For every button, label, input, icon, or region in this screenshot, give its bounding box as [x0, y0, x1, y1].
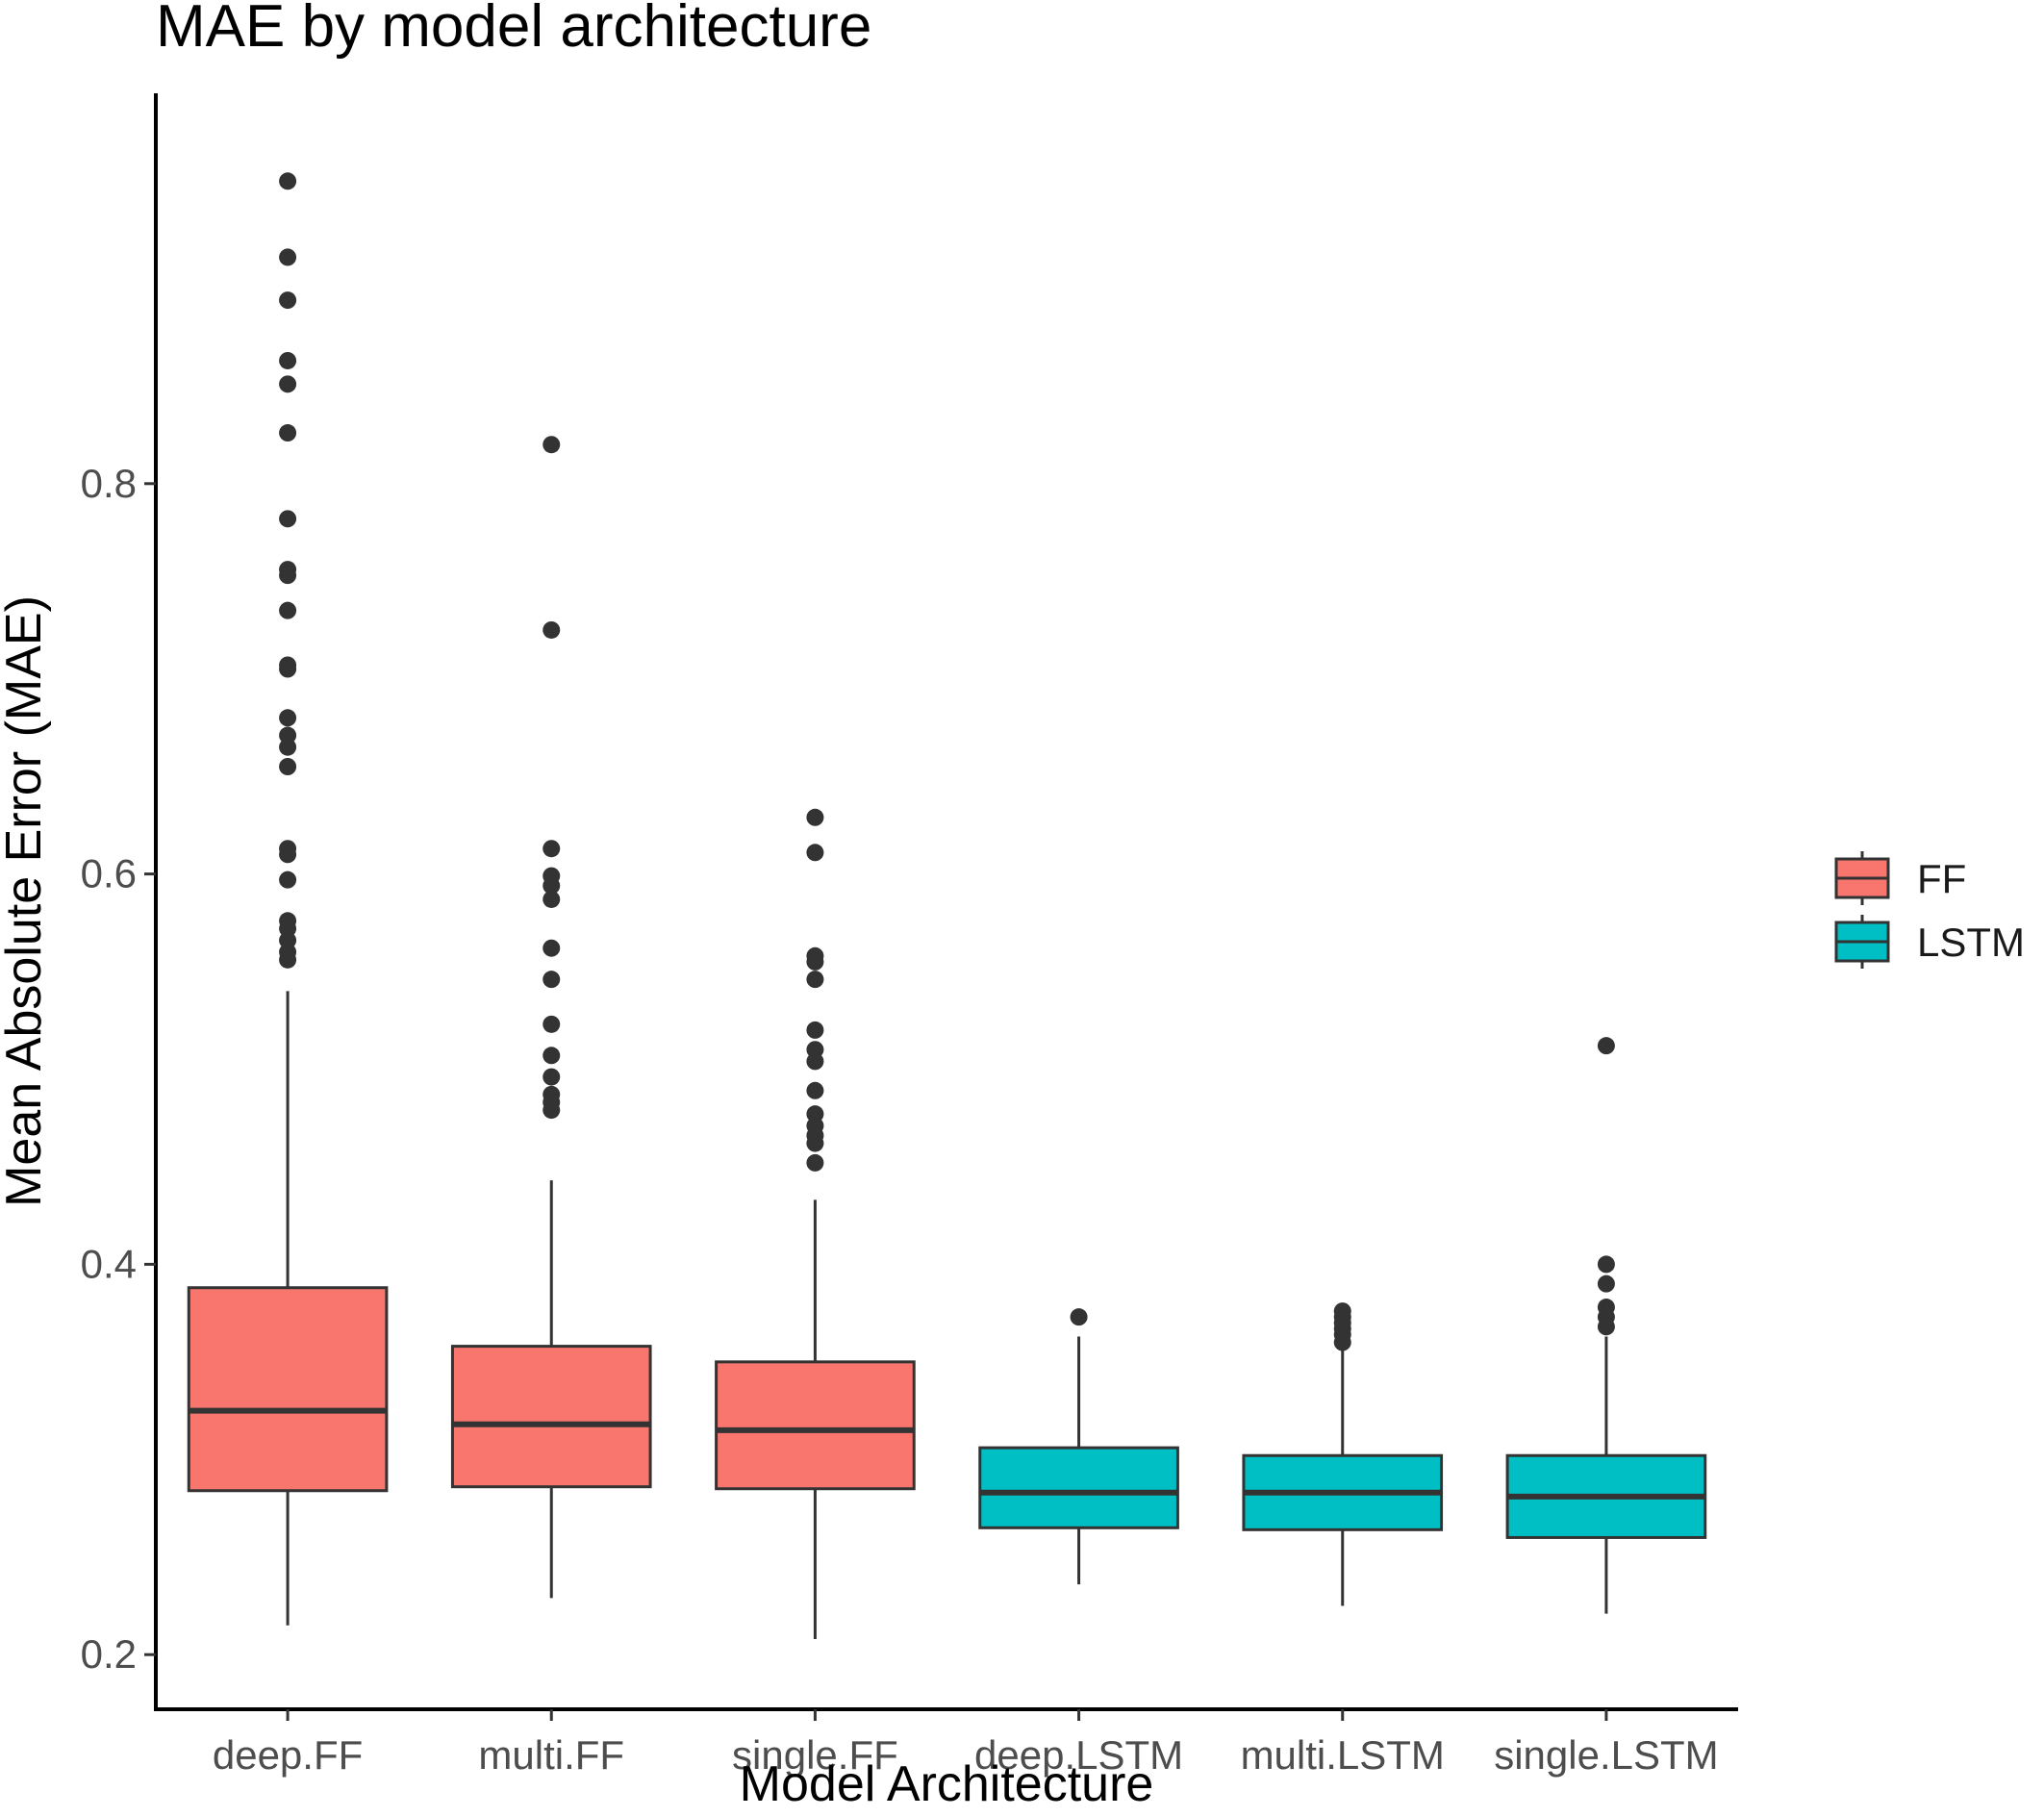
box-deep.LSTM — [978, 1308, 1179, 1585]
outlier-point — [806, 1021, 824, 1039]
outlier-point — [806, 952, 824, 971]
x-tick-label: deep.LSTM — [974, 1732, 1183, 1778]
outlier-point — [543, 620, 561, 639]
outlier-point — [806, 844, 824, 862]
chart-title: MAE by model architecture — [156, 0, 871, 60]
outlier-point — [279, 510, 297, 528]
x-tick-label: multi.LSTM — [1241, 1732, 1445, 1778]
outlier-point — [543, 1068, 561, 1086]
x-tick-label: single.LSTM — [1494, 1732, 1718, 1778]
outlier-point — [543, 890, 561, 908]
outlier-point — [279, 424, 297, 442]
outlier-point — [279, 601, 297, 619]
box-body — [978, 1446, 1179, 1529]
outlier-point — [279, 291, 297, 310]
outlier-point — [279, 660, 297, 678]
outlier-point — [279, 567, 297, 585]
y-tick-label: 0.6 — [81, 851, 137, 896]
outlier-point — [279, 375, 297, 393]
box-single.LSTM — [1505, 1037, 1707, 1614]
outlier-point — [806, 808, 824, 826]
outlier-point — [279, 871, 297, 889]
y-tick-label: 0.4 — [81, 1241, 137, 1286]
outlier-point — [279, 709, 297, 727]
y-tick-label: 0.8 — [81, 461, 137, 506]
box-body — [715, 1360, 916, 1491]
outlier-point — [806, 1153, 824, 1172]
box-multi.FF — [450, 436, 652, 1599]
box-body — [187, 1286, 389, 1493]
y-tick-label: 0.2 — [81, 1631, 137, 1677]
outlier-point — [543, 1101, 561, 1120]
box-multi.LSTM — [1242, 1302, 1444, 1606]
legend-label: LSTM — [1917, 920, 2025, 965]
outlier-point — [279, 248, 297, 266]
legend-item-lstm: LSTM — [1834, 915, 2025, 969]
box-single.FF — [715, 808, 916, 1639]
legend: FF LSTM — [1834, 851, 2025, 969]
y-axis-title: Mean Absolute Error (MAE) — [0, 595, 52, 1207]
outlier-point — [543, 1047, 561, 1065]
outlier-point — [543, 840, 561, 858]
outlier-point — [1333, 1333, 1351, 1351]
outlier-point — [1597, 1274, 1615, 1293]
outlier-point — [543, 436, 561, 454]
x-axis-ticks: deep.FF multi.FF single.FF deep.LSTM multi.L… — [213, 1709, 1719, 1778]
outlier-point — [1597, 1318, 1615, 1336]
x-tick-label: deep.FF — [213, 1732, 363, 1778]
box-body — [450, 1345, 652, 1489]
outlier-point — [806, 1134, 824, 1152]
outlier-point — [279, 172, 297, 190]
y-axis-ticks: 0.2 0.4 0.6 0.8 — [81, 461, 156, 1677]
outlier-point — [543, 1015, 561, 1033]
plot-area — [187, 172, 1707, 1639]
outlier-point — [543, 971, 561, 989]
outlier-point — [279, 845, 297, 864]
outlier-point — [279, 738, 297, 756]
x-tick-label: single.FF — [732, 1732, 898, 1778]
x-axis-title: Model Architecture — [740, 1756, 1154, 1812]
outlier-point — [806, 971, 824, 989]
outlier-point — [1597, 1255, 1615, 1274]
outlier-point — [543, 876, 561, 895]
legend-label: FF — [1917, 856, 1966, 901]
box-deep.FF — [187, 172, 389, 1626]
x-tick-label: multi.FF — [478, 1732, 624, 1778]
legend-item-ff: FF — [1834, 851, 1966, 905]
outlier-point — [1070, 1308, 1088, 1326]
outlier-point — [543, 939, 561, 957]
outlier-point — [279, 351, 297, 369]
outlier-point — [806, 1052, 824, 1071]
outlier-point — [279, 758, 297, 775]
outlier-point — [806, 1081, 824, 1099]
outlier-point — [279, 950, 297, 969]
outlier-point — [1597, 1037, 1615, 1055]
